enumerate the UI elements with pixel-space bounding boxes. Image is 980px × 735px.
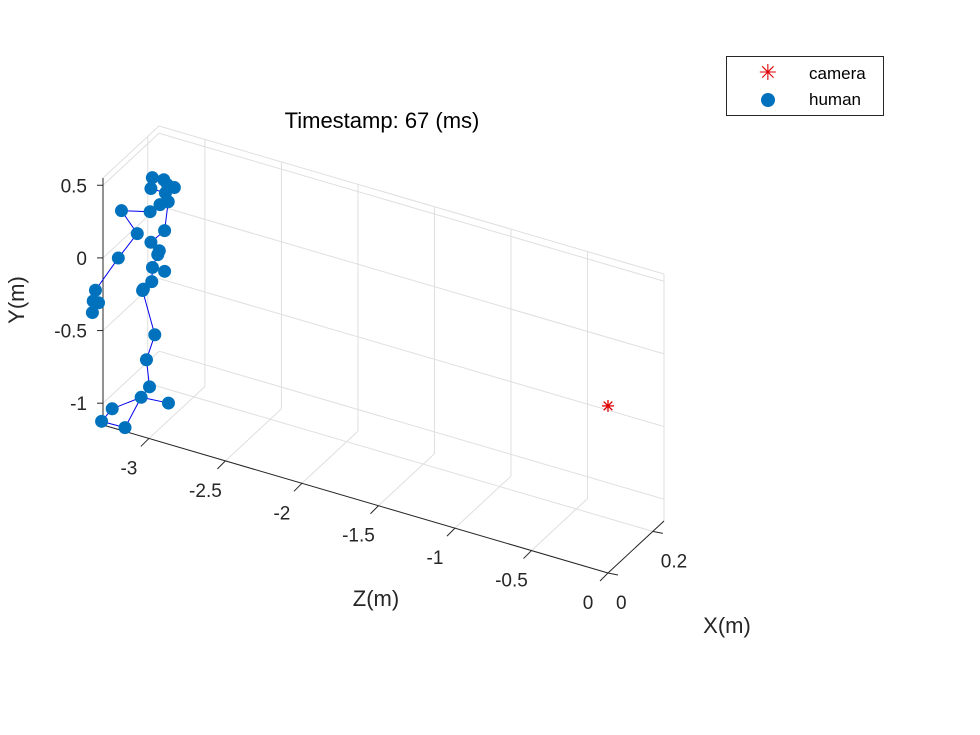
chart-title: Timestamp: 67 (ms) (285, 108, 480, 133)
grid-line-x-floor (147, 382, 653, 532)
grid-line-z-floor (148, 386, 206, 439)
grid-line-z-floor (301, 430, 359, 484)
z-tick-label: -3 (120, 458, 137, 479)
data-points (85, 171, 614, 435)
z-tick-label: -1 (427, 548, 444, 569)
human-joint-point (111, 251, 125, 265)
tick-labels: 0.5 0 -0.5 -1 -3 -2.5 -2 -1.5 -1 -0.5 0 0 0.2 (54, 176, 687, 614)
human-joint-point (88, 283, 102, 297)
asterisk-marker-icon: ✳ (758, 61, 778, 86)
human-joint-point (167, 181, 181, 195)
human-joint-point (145, 260, 159, 274)
human-joint-point (161, 396, 175, 410)
y-tick-label: -0.5 (54, 322, 87, 343)
camera-point (602, 399, 614, 412)
grid-line-z-floor (225, 408, 282, 462)
z-tick-label: -0.5 (495, 571, 528, 592)
axes (97, 178, 665, 582)
x-tick-mark (607, 572, 619, 576)
human-joint-point (92, 296, 106, 310)
z-axis-line (102, 424, 609, 574)
human-joint-point (130, 227, 144, 241)
human-joint-point (151, 248, 165, 262)
human-joint-point (161, 195, 175, 209)
x-tick-label: 0 (616, 593, 627, 614)
human-joint-point (85, 306, 99, 320)
y-tick-label: 0.5 (61, 176, 87, 197)
skeleton-link (142, 290, 156, 335)
y-tick-label: 0 (76, 249, 87, 270)
z-tick-mark (599, 572, 609, 582)
z-tick-mark (446, 527, 456, 537)
human-joint-point (144, 182, 158, 196)
grid-line-z-floor (531, 498, 588, 551)
human-joint-point (143, 205, 157, 219)
human-joint-point (143, 380, 157, 394)
y-tick-label: -1 (70, 394, 87, 415)
human-joint-point (145, 275, 159, 289)
box-edge (102, 125, 160, 179)
grid-lines (102, 125, 665, 574)
z-tick-label: -1.5 (342, 526, 375, 547)
grid-line-y-side (102, 132, 160, 186)
y-axis-label: Y(m) (4, 276, 29, 324)
grid-line-y-back (158, 350, 665, 500)
filled-circle-marker-icon (757, 87, 779, 113)
legend-label-human: human (809, 90, 861, 109)
grid-line-z-floor (454, 475, 512, 529)
z-tick-mark (370, 505, 379, 515)
skeleton-link (95, 257, 119, 291)
human-joint-point (95, 414, 109, 428)
legend: ✳ camera human (726, 56, 884, 116)
x-axis-line (607, 520, 665, 574)
human-joint-point (139, 353, 153, 367)
x-tick-mark (652, 530, 663, 534)
human-joint-point (134, 390, 148, 404)
human-joint-point (158, 224, 172, 238)
legend-label-camera: camera (809, 64, 866, 83)
z-tick-label: -2.5 (189, 481, 222, 502)
human-joint-point (158, 264, 172, 278)
z-axis-label: Z(m) (353, 586, 399, 611)
z-tick-mark (523, 550, 532, 559)
human-joint-point (118, 421, 132, 435)
human-joint-point (105, 402, 119, 416)
human-joint-point (114, 204, 128, 218)
human-joint-point (148, 328, 162, 342)
z-tick-mark (140, 438, 150, 447)
x-axis-label: X(m) (703, 613, 751, 638)
legend-item-human: human (727, 87, 885, 113)
z-tick-mark (293, 482, 303, 492)
z-tick-mark (217, 460, 226, 470)
human-joint-point (136, 284, 150, 298)
box-edge (158, 125, 665, 275)
z-tick-label: 0 (583, 593, 594, 614)
human-joint-point (144, 235, 158, 249)
x-tick-label: 0.2 (661, 551, 687, 572)
grid-line-y-back (158, 205, 665, 355)
grid-line-y-back (158, 132, 665, 282)
asterisk-stroke (603, 401, 613, 411)
z-tick-label: -2 (273, 503, 290, 524)
grid-line-z-floor (378, 453, 435, 507)
legend-item-camera: ✳ camera (727, 61, 885, 87)
grid-line-y-back (158, 278, 665, 428)
human-joint-point (145, 171, 159, 185)
